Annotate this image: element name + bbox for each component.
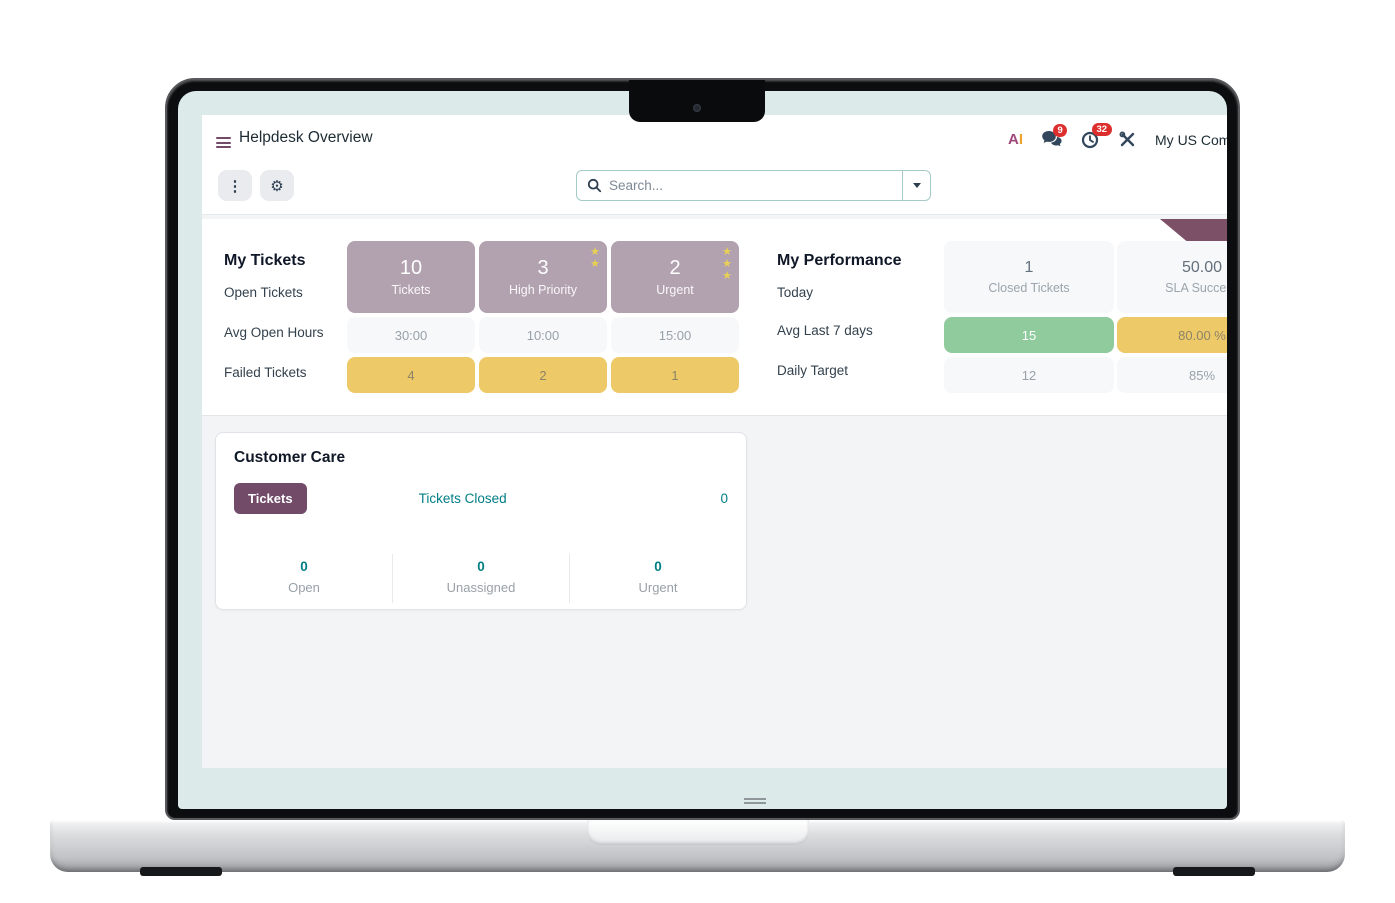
company-switcher[interactable]: My US Comp — [1155, 131, 1227, 148]
my-tickets-title: My Tickets — [224, 252, 306, 269]
drag-handle-icon[interactable] — [744, 798, 766, 806]
urgent-count: 2 — [669, 257, 681, 279]
systray: AI 9 — [1008, 123, 1227, 149]
camera-icon — [693, 104, 701, 112]
today-label: Today — [777, 285, 814, 300]
chevron-down-icon — [912, 183, 921, 188]
search-bar — [576, 170, 931, 201]
tools-icon — [1119, 131, 1135, 147]
team-stats-row: 0 Open 0 Unassigned 0 Urgent — [216, 554, 746, 603]
daily-target-sla-cell[interactable]: 85% — [1117, 357, 1227, 393]
closed-tickets-today-cell[interactable]: 1 Closed Tickets — [944, 241, 1114, 313]
open-tickets-card-label: Tickets — [391, 283, 431, 297]
laptop-screen-bezel: Helpdesk Overview AI 9 — [165, 78, 1240, 820]
closed-tickets-label: Closed Tickets — [988, 280, 1070, 295]
tickets-closed-link[interactable]: Tickets Closed — [418, 491, 507, 506]
failed-tickets-cell[interactable]: 4 — [347, 357, 475, 393]
open-tickets-label: Open Tickets — [224, 285, 303, 300]
messages-icon[interactable]: 9 — [1042, 124, 1068, 148]
avg-hours-high-priority-cell[interactable]: 10:00 — [479, 317, 607, 353]
tickets-button[interactable]: Tickets — [234, 483, 307, 514]
laptop-foot-right — [1173, 867, 1255, 876]
my-performance-grid: 1 Closed Tickets 50.00 SLA Success 15 80… — [944, 241, 1227, 393]
ai-icon[interactable]: AI — [1008, 131, 1024, 148]
app-window: Helpdesk Overview AI 9 — [202, 115, 1227, 768]
laptop-foot-left — [140, 867, 222, 876]
stat-open-value[interactable]: 0 — [300, 559, 308, 574]
failed-high-priority-cell[interactable]: 2 — [479, 357, 607, 393]
urgent-stars-icon: ★ ★ ★ — [722, 246, 732, 282]
open-tickets-count: 10 — [399, 257, 423, 279]
stat-unassigned: 0 Unassigned — [392, 554, 569, 603]
search-dropdown-toggle[interactable] — [902, 171, 930, 200]
closed-tickets-value: 1 — [1024, 259, 1034, 277]
search-icon — [577, 178, 609, 193]
laptop-base — [50, 820, 1345, 876]
lid-scoop — [586, 820, 809, 845]
team-actions-row: Tickets Tickets Closed 0 — [234, 483, 728, 514]
failed-urgent-cell[interactable]: 1 — [611, 357, 739, 393]
open-tickets-card[interactable]: 10 Tickets — [347, 241, 475, 313]
customer-care-card: Customer Care Tickets Tickets Closed 0 0… — [215, 432, 747, 610]
avg-7-days-label: Avg Last 7 days — [777, 323, 873, 338]
my-performance-title: My Performance — [777, 252, 902, 269]
my-tickets-grid: 10 Tickets ★ ★ 3 High Priority ★ ★ ★ 2 — [347, 241, 739, 393]
avg-7-days-closed-cell[interactable]: 15 — [944, 317, 1114, 353]
failed-tickets-label: Failed Tickets — [224, 365, 307, 380]
debug-tools-icon[interactable] — [1119, 131, 1136, 148]
stat-unassigned-value[interactable]: 0 — [477, 559, 485, 574]
stat-open-label: Open — [288, 580, 320, 595]
daily-target-label: Daily Target — [777, 363, 849, 378]
high-priority-card[interactable]: ★ ★ 3 High Priority — [479, 241, 607, 313]
kanban-area: Customer Care Tickets Tickets Closed 0 0… — [202, 416, 1227, 610]
daily-target-closed-cell[interactable]: 12 — [944, 357, 1114, 393]
screen-wallpaper: Helpdesk Overview AI 9 — [178, 91, 1227, 809]
stat-urgent: 0 Urgent — [569, 554, 746, 603]
chat-bubbles-icon — [1042, 131, 1062, 147]
urgent-card-label: Urgent — [656, 283, 694, 297]
sla-success-today-cell[interactable]: 50.00 SLA Success — [1117, 241, 1227, 313]
sla-success-label: SLA Success — [1165, 280, 1227, 295]
high-priority-card-label: High Priority — [508, 283, 578, 297]
stat-urgent-value[interactable]: 0 — [654, 559, 662, 574]
tickets-closed-value[interactable]: 0 — [720, 491, 728, 506]
app-header: Helpdesk Overview AI 9 — [202, 115, 1227, 215]
camera-notch — [629, 80, 765, 122]
priority-stars-icon: ★ ★ — [590, 246, 600, 270]
stat-unassigned-label: Unassigned — [446, 580, 516, 595]
helpdesk-app: Helpdesk Overview AI 9 — [202, 115, 1227, 768]
clock-icon — [1081, 131, 1099, 149]
avg-open-hours-label: Avg Open Hours — [224, 325, 324, 340]
activities-count-badge: 32 — [1092, 123, 1112, 136]
messages-count-badge: 9 — [1053, 124, 1068, 137]
avg-hours-tickets-cell[interactable]: 30:00 — [347, 317, 475, 353]
avg-hours-urgent-cell[interactable]: 15:00 — [611, 317, 739, 353]
page-title: Helpdesk Overview — [239, 129, 373, 146]
sla-success-value: 50.00 — [1181, 259, 1223, 277]
search-input[interactable] — [609, 178, 902, 193]
team-title: Customer Care — [234, 449, 346, 466]
activities-icon[interactable]: 32 — [1081, 123, 1112, 149]
stat-open: 0 Open — [216, 554, 392, 603]
avg-7-days-sla-cell[interactable]: 80.00 % — [1117, 317, 1227, 353]
high-priority-count: 3 — [537, 257, 549, 279]
overview-panel: My Tickets Open Tickets Avg Open Hours F… — [202, 219, 1227, 416]
stat-urgent-label: Urgent — [638, 580, 678, 595]
urgent-card[interactable]: ★ ★ ★ 2 Urgent — [611, 241, 739, 313]
settings-gear-button[interactable]: ⚙ — [260, 170, 294, 201]
kebab-menu-button[interactable]: ⋮ — [218, 170, 252, 201]
hamburger-menu-icon[interactable] — [216, 137, 231, 151]
